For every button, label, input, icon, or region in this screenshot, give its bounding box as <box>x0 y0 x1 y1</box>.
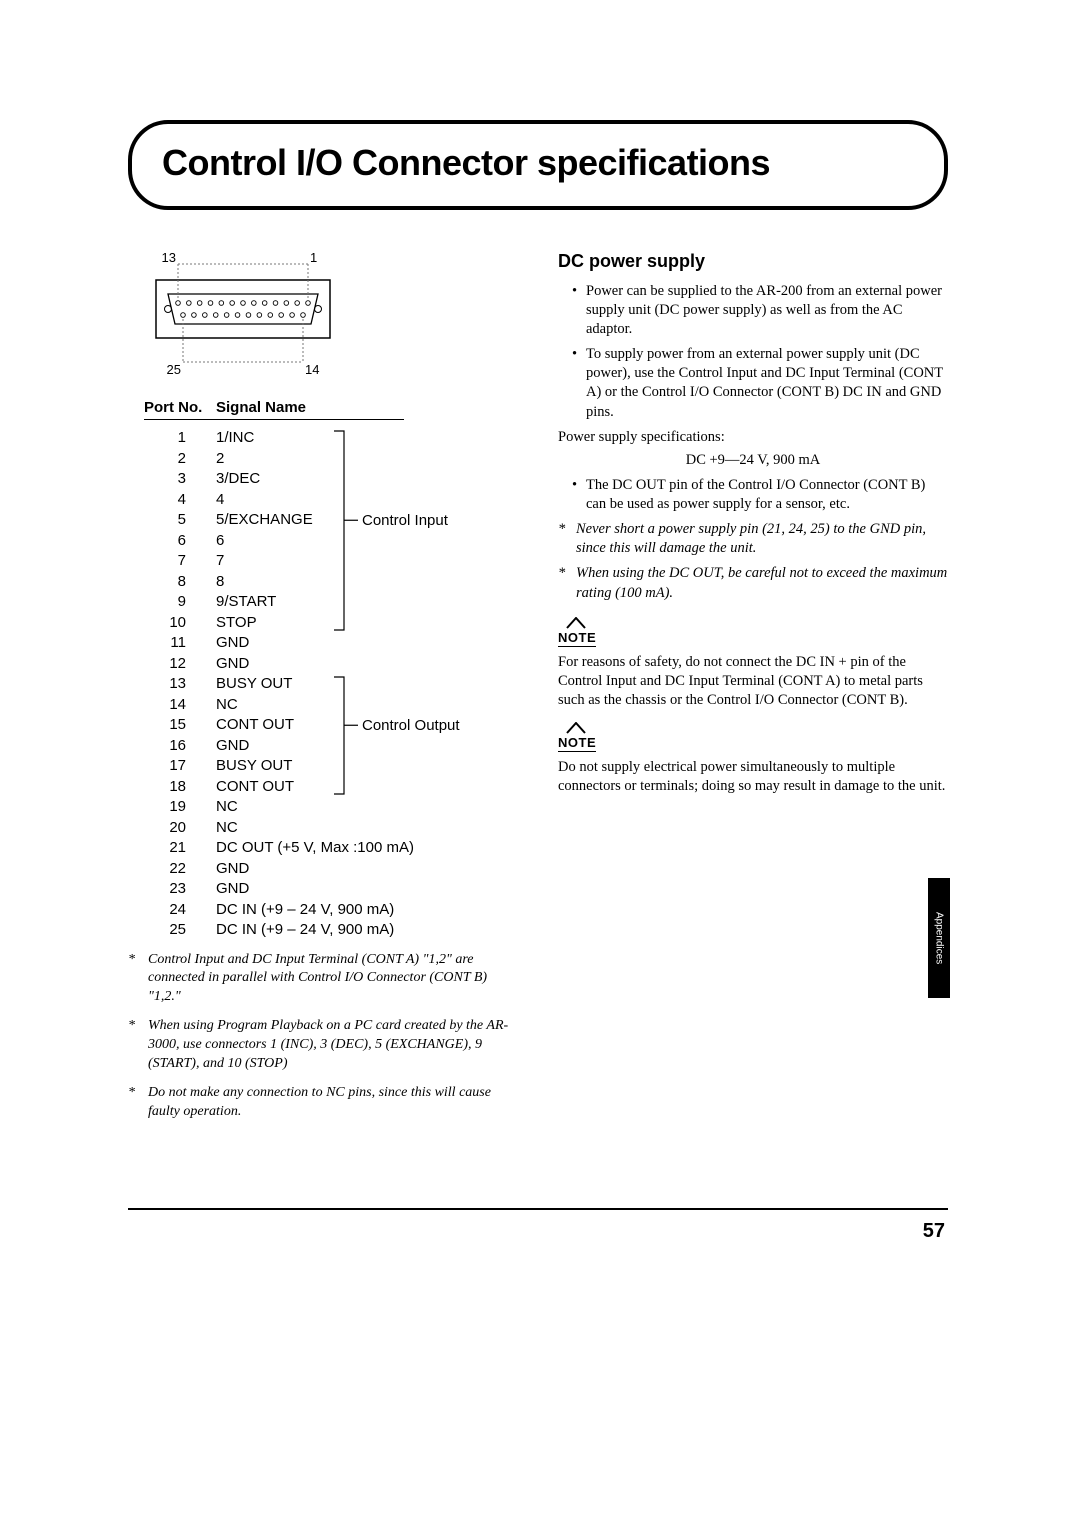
svg-text:25: 25 <box>167 362 181 377</box>
side-tab-appendices: Appendices <box>928 878 950 998</box>
asterisk-text: When using the DC OUT, be careful not to… <box>576 564 948 602</box>
pin-number: 20 <box>144 818 216 839</box>
page-number: 57 <box>923 1220 945 1243</box>
bullet-text: The DC OUT pin of the Control I/O Connec… <box>586 476 948 514</box>
spec-value: DC +9—24 V, 900 mA <box>558 451 948 470</box>
bullet-text: Power can be supplied to the AR-200 from… <box>586 282 948 339</box>
pin-number: 5 <box>144 510 216 531</box>
pin-number: 17 <box>144 756 216 777</box>
pin-table-header: Port No. Signal Name <box>144 399 404 420</box>
bracket-overlay <box>334 428 564 941</box>
bullet-item: • The DC OUT pin of the Control I/O Conn… <box>572 476 948 514</box>
pin-number: 7 <box>144 551 216 572</box>
pin-number: 14 <box>144 695 216 716</box>
svg-text:1: 1 <box>310 250 317 265</box>
pin-number: 10 <box>144 613 216 634</box>
connector-diagram: 13 1 25 14 <box>138 250 348 380</box>
pin-number: 1 <box>144 428 216 449</box>
bullet-item: • Power can be supplied to the AR-200 fr… <box>572 282 948 339</box>
asterisk-text: Never short a power supply pin (21, 24, … <box>576 520 948 558</box>
pin-number: 21 <box>144 838 216 859</box>
note-badge: NOTE <box>558 724 596 752</box>
note-label: NOTE <box>558 630 596 645</box>
note-caret-icon <box>566 722 586 734</box>
bullet-dot-icon: • <box>572 282 586 339</box>
asterisk-icon: * <box>128 951 148 1008</box>
footnote: *Control Input and DC Input Terminal (CO… <box>128 951 518 1008</box>
page-title: Control I/O Connector specifications <box>162 142 914 184</box>
pin-number: 8 <box>144 572 216 593</box>
note-badge: NOTE <box>558 619 596 647</box>
two-column-layout: 1312514 Port No. Signal Name 11/INC2233/… <box>128 250 948 1122</box>
left-column: 1312514 Port No. Signal Name 11/INC2233/… <box>128 250 518 1122</box>
pin-number: 25 <box>144 920 216 941</box>
footnotes: *Control Input and DC Input Terminal (CO… <box>128 951 518 1122</box>
pin-number: 16 <box>144 736 216 757</box>
pin-number: 13 <box>144 674 216 695</box>
pin-number: 22 <box>144 859 216 880</box>
header-signal-name: Signal Name <box>216 399 404 416</box>
asterisk-icon: * <box>128 1084 148 1122</box>
note-text: For reasons of safety, do not connect th… <box>558 653 948 710</box>
asterisk-icon: * <box>128 1017 148 1074</box>
pin-number: 11 <box>144 633 216 654</box>
pin-number: 4 <box>144 490 216 511</box>
pin-number: 24 <box>144 900 216 921</box>
footnote: *Do not make any connection to NC pins, … <box>128 1084 518 1122</box>
pin-number: 2 <box>144 449 216 470</box>
bullet-dot-icon: • <box>572 476 586 514</box>
bullet-dot-icon: • <box>572 345 586 422</box>
svg-text:13: 13 <box>162 250 176 265</box>
note-caret-icon <box>566 617 586 629</box>
footnote-text: Do not make any connection to NC pins, s… <box>148 1084 518 1122</box>
dc-power-heading: DC power supply <box>558 250 948 274</box>
svg-text:14: 14 <box>305 362 319 377</box>
pin-table-body: 11/INC2233/DEC4455/EXCHANGE66778899/STAR… <box>144 428 518 941</box>
pin-number: 15 <box>144 715 216 736</box>
title-box: Control I/O Connector specifications <box>128 120 948 210</box>
pin-number: 23 <box>144 879 216 900</box>
content-frame: Control I/O Connector specifications 131… <box>128 120 948 1122</box>
pin-number: 12 <box>144 654 216 675</box>
footnote-text: When using Program Playback on a PC card… <box>148 1017 518 1074</box>
bottom-rule <box>128 1208 948 1210</box>
footnote: *When using Program Playback on a PC car… <box>128 1017 518 1074</box>
pin-number: 19 <box>144 797 216 818</box>
asterisk-note: * When using the DC OUT, be careful not … <box>558 564 948 602</box>
header-port-no: Port No. <box>144 399 216 416</box>
note-text: Do not supply electrical power simultane… <box>558 758 948 796</box>
asterisk-note: * Never short a power supply pin (21, 24… <box>558 520 948 558</box>
footnote-text: Control Input and DC Input Terminal (CON… <box>148 951 518 1008</box>
spec-label: Power supply specifications: <box>558 428 948 447</box>
pin-number: 6 <box>144 531 216 552</box>
note-label: NOTE <box>558 735 596 750</box>
bullet-item: • To supply power from an external power… <box>572 345 948 422</box>
pin-number: 3 <box>144 469 216 490</box>
pin-number: 18 <box>144 777 216 798</box>
bullet-text: To supply power from an external power s… <box>586 345 948 422</box>
right-column: DC power supply • Power can be supplied … <box>558 250 948 1122</box>
page: Control I/O Connector specifications 131… <box>0 0 1080 1528</box>
pin-number: 9 <box>144 592 216 613</box>
